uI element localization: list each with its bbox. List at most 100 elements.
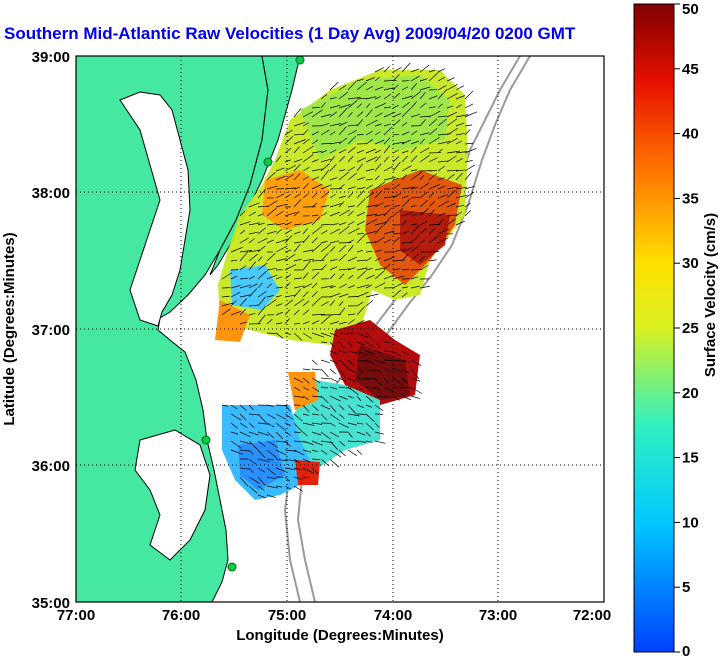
velocity-arrow <box>248 312 256 316</box>
velocity-arrow <box>365 119 378 127</box>
velocity-arrow <box>257 270 267 280</box>
velocity-arrow <box>248 467 254 473</box>
velocity-arrow <box>392 183 400 190</box>
velocity-arrow <box>347 313 356 316</box>
velocity-arrow <box>365 168 375 172</box>
velocity-arrow <box>356 377 370 380</box>
velocity-arrow <box>347 210 354 217</box>
velocity-arrow <box>320 413 328 421</box>
velocity-arrow <box>437 68 446 73</box>
velocity-arrow <box>266 267 277 271</box>
velocity-arrow <box>302 154 314 163</box>
velocity-arrow <box>392 233 402 235</box>
velocity-arrow <box>410 253 419 262</box>
velocity-arrow <box>392 377 403 386</box>
velocity-arrow <box>338 350 347 354</box>
velocity-arrow <box>248 413 261 416</box>
velocity-arrow <box>338 341 346 349</box>
x-tick-label: 72:00 <box>573 607 611 624</box>
velocity-arrow <box>365 184 373 190</box>
velocity-arrow <box>257 494 267 499</box>
velocity-arrow <box>419 199 429 208</box>
velocity-arrow <box>293 485 304 492</box>
velocity-arrow <box>446 111 457 118</box>
velocity-arrow <box>338 449 346 457</box>
velocity-arrow <box>293 440 307 443</box>
velocity-arrow <box>302 176 309 181</box>
velocity-arrow <box>311 150 323 154</box>
velocity-arrow <box>383 274 395 280</box>
velocity-arrow <box>347 166 356 172</box>
velocity-arrow <box>257 467 265 473</box>
velocity-arrow <box>293 413 303 422</box>
velocity-arrow <box>356 119 363 127</box>
velocity-arrow <box>419 191 428 199</box>
velocity-arrow <box>293 467 303 471</box>
velocity-arrow <box>320 431 331 440</box>
velocity-arrow <box>293 173 301 181</box>
velocity-arrow <box>302 386 309 391</box>
velocity-arrow <box>374 404 384 412</box>
velocity-arrow <box>455 151 468 154</box>
velocity-arrow <box>410 359 422 366</box>
velocity-arrow <box>365 368 376 372</box>
velocity-arrow <box>275 332 284 339</box>
velocity-arrow <box>275 155 282 163</box>
velocity-arrow <box>329 449 342 458</box>
velocity-arrow <box>365 284 373 289</box>
velocity-arrow <box>392 395 400 401</box>
velocity-arrow <box>320 150 327 154</box>
velocity-arrow <box>338 171 350 181</box>
velocity-arrow <box>293 258 302 262</box>
velocity-arrow <box>365 274 375 280</box>
velocity-arrow <box>284 264 297 271</box>
velocity-arrow <box>437 85 447 91</box>
velocity-arrow <box>293 422 303 433</box>
velocity-arrow <box>374 131 381 136</box>
velocity-arrow <box>266 332 278 334</box>
velocity-arrow <box>383 239 391 244</box>
velocity-arrow <box>347 267 356 271</box>
velocity-arrow <box>338 209 351 217</box>
velocity-arrow <box>284 229 292 235</box>
colorbar-tick-label: 30 <box>682 255 699 272</box>
velocity-arrow <box>437 177 445 181</box>
velocity-arrow <box>248 283 258 289</box>
velocity-arrow <box>365 386 377 389</box>
velocity-arrow <box>356 431 366 436</box>
velocity-arrow <box>311 422 323 425</box>
velocity-arrow <box>338 107 348 118</box>
velocity-arrow <box>338 307 346 316</box>
velocity-arrow <box>464 191 475 199</box>
velocity-arrow <box>275 467 287 472</box>
velocity-arrow <box>329 228 341 235</box>
velocity-arrow <box>329 97 337 100</box>
velocity-arrow <box>275 485 283 488</box>
velocity-arrow <box>329 155 336 163</box>
velocity-arrow <box>383 350 394 353</box>
x-tick-label: 76:00 <box>162 607 200 624</box>
velocity-arrow <box>329 300 335 307</box>
velocity-arrow <box>329 404 337 413</box>
velocity-arrow <box>437 212 446 217</box>
velocity-arrow <box>302 111 314 118</box>
velocity-arrow <box>419 86 431 91</box>
x-tick-label: 74:00 <box>374 607 412 624</box>
velocity-arrow <box>329 422 336 427</box>
velocity-arrow <box>383 263 391 271</box>
velocity-arrow <box>275 258 287 262</box>
velocity-arrow <box>311 449 319 453</box>
velocity-arrow <box>302 291 309 298</box>
velocity-arrow <box>329 141 341 145</box>
velocity-arrow <box>392 133 400 136</box>
velocity-arrow <box>437 140 451 145</box>
velocity-arrow <box>320 285 334 289</box>
velocity-arrow <box>293 285 305 289</box>
velocity-arrow <box>392 236 401 244</box>
velocity-arrow <box>365 251 373 253</box>
velocity-arrow <box>383 256 396 262</box>
velocity-arrow <box>464 185 475 190</box>
velocity-arrow <box>410 155 418 163</box>
velocity-arrow <box>302 332 313 340</box>
velocity-arrow <box>338 91 349 100</box>
